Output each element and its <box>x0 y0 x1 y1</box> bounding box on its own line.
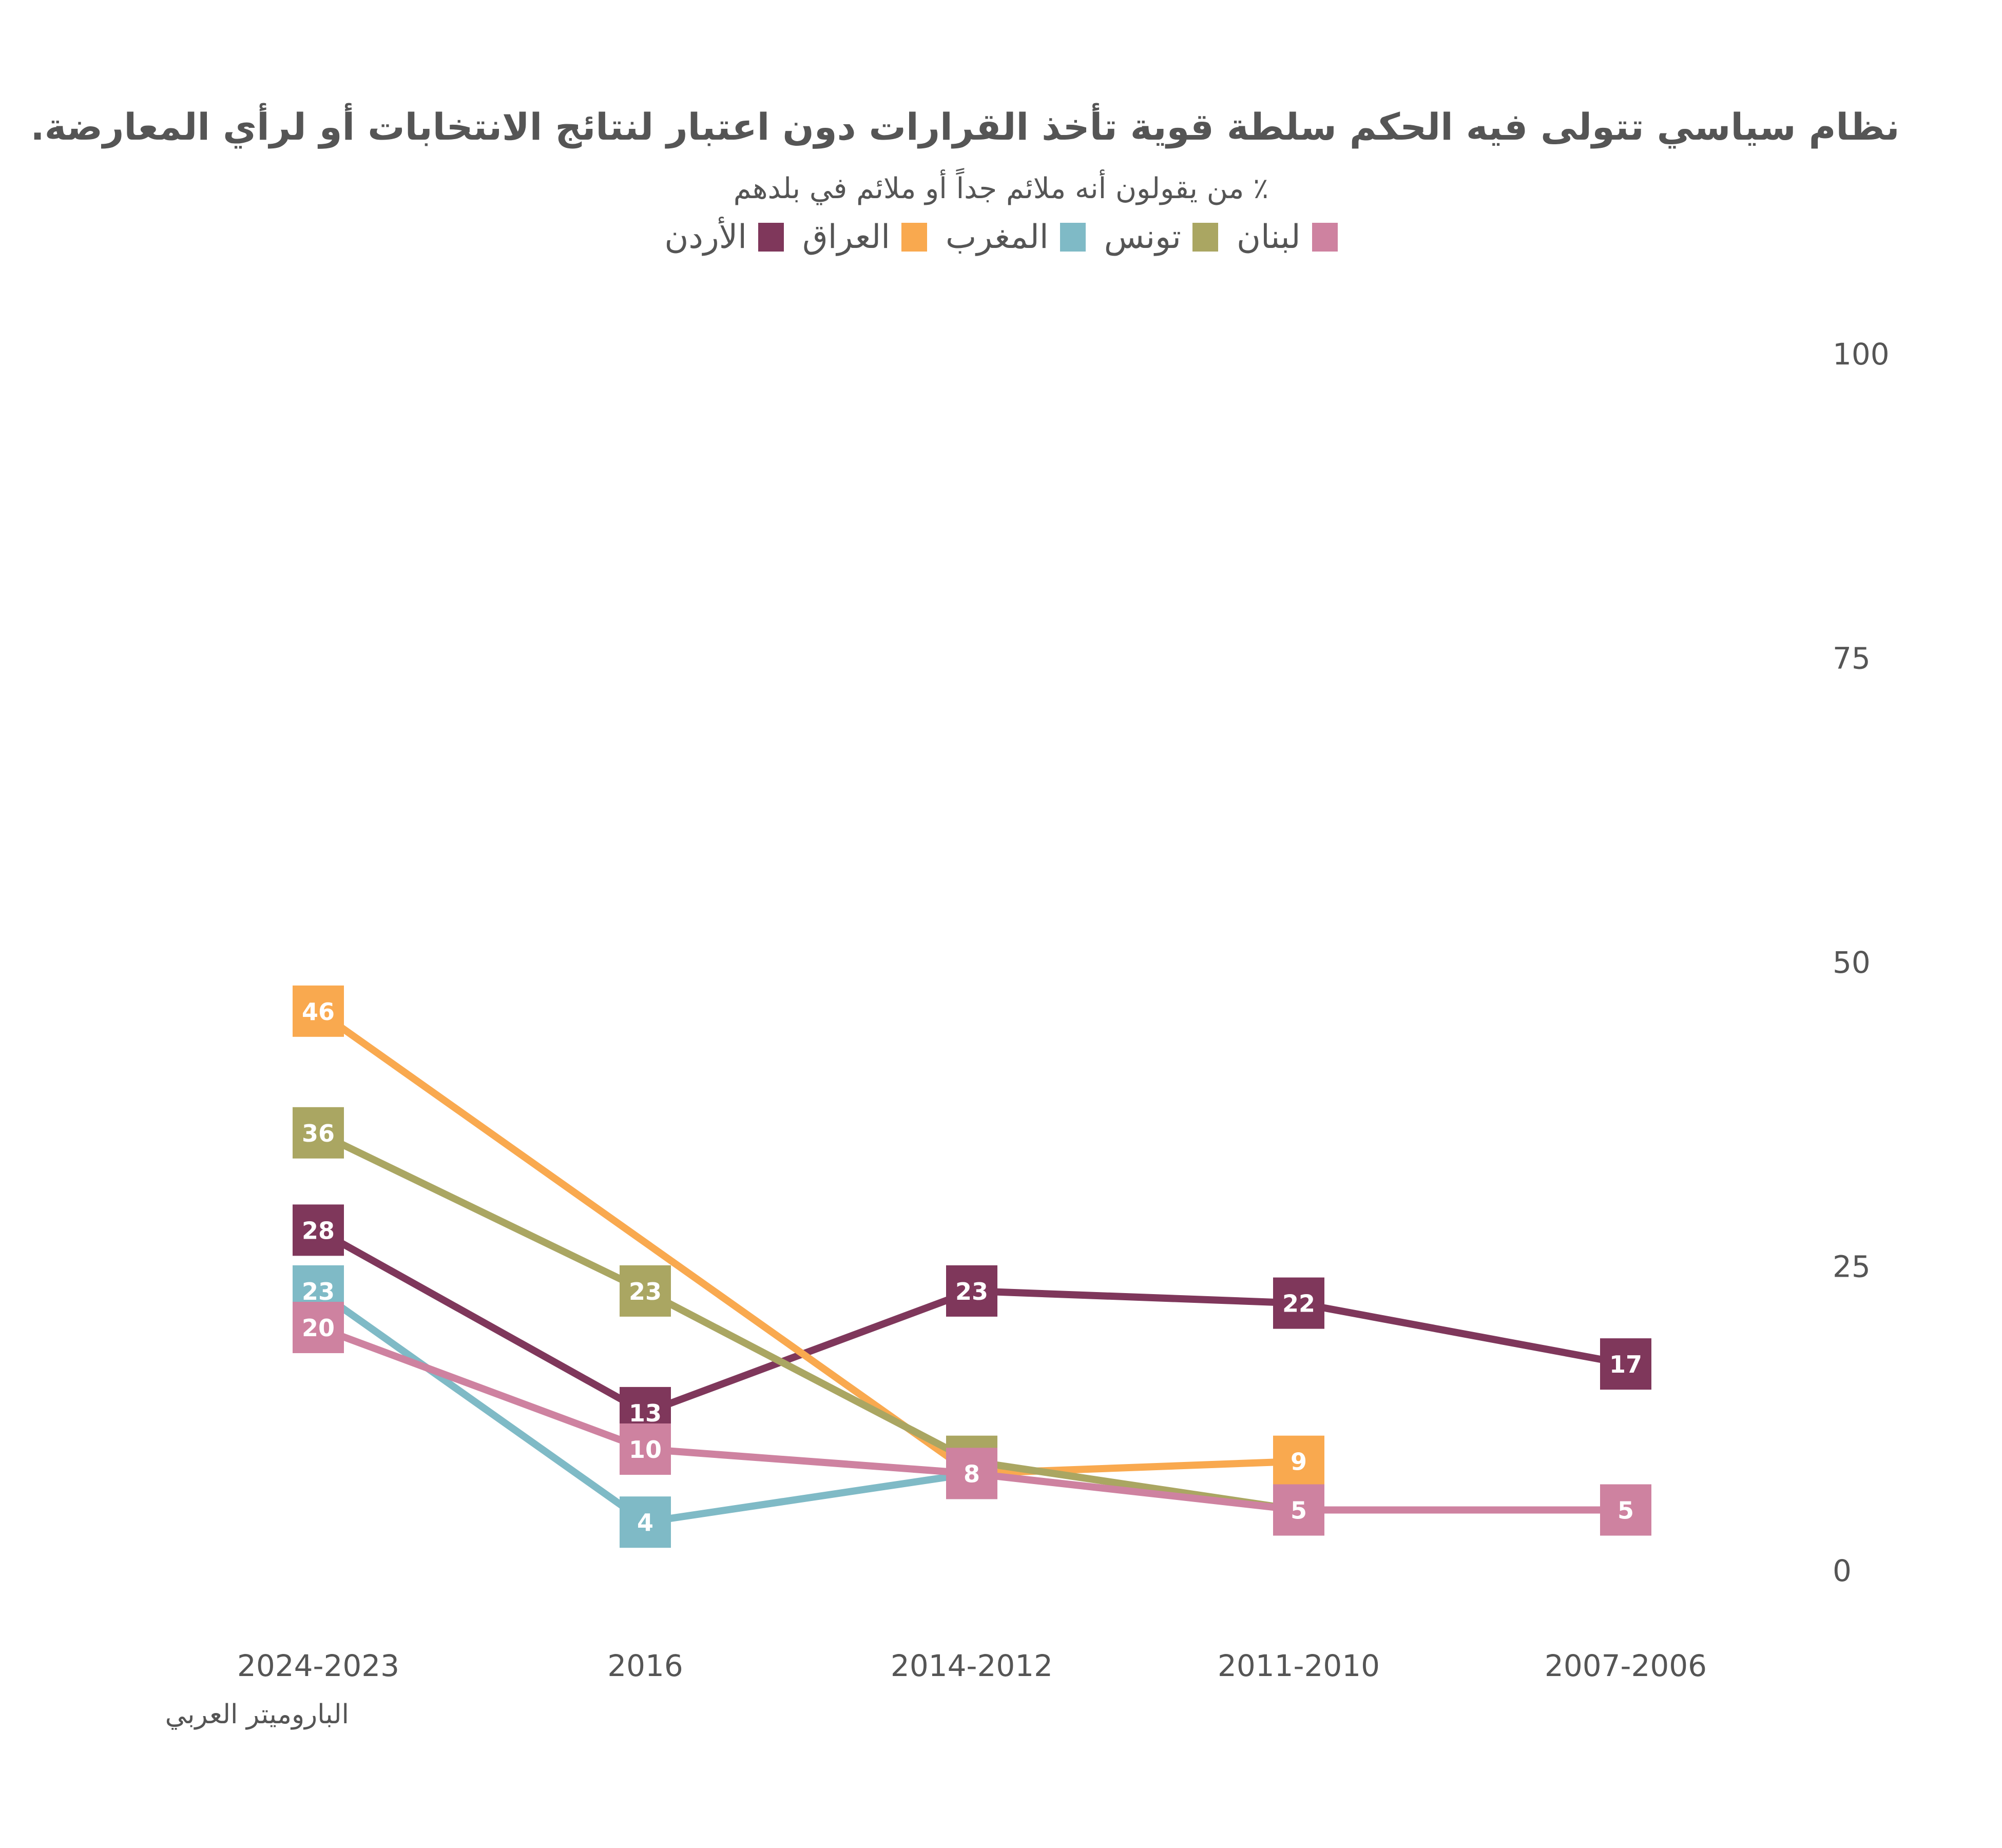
data-label: 20 <box>302 1314 335 1342</box>
x-tick-label: 2011-2010 <box>1218 1648 1380 1683</box>
data-marker <box>293 1107 344 1159</box>
data-marker <box>293 1302 344 1353</box>
y-tick-label: 0 <box>1833 1553 1852 1588</box>
data-point: 28 <box>293 1204 344 1256</box>
y-tick-label: 75 <box>1833 641 1871 676</box>
source-label: الباروميتر العربي <box>165 1699 349 1730</box>
data-point: 23 <box>946 1265 997 1317</box>
data-point: 8 <box>946 1448 997 1499</box>
data-label: 46 <box>302 998 335 1026</box>
legend-label: العراق <box>802 218 890 256</box>
x-tick-label: 2007-2006 <box>1545 1648 1707 1683</box>
series-line <box>316 1129 1300 1514</box>
data-marker <box>946 1265 997 1317</box>
data-marker <box>1273 1435 1324 1487</box>
legend-swatch <box>758 223 784 252</box>
data-point: 36 <box>293 1107 344 1159</box>
data-label: 22 <box>1282 1290 1315 1318</box>
data-label: 4 <box>637 1509 653 1536</box>
legend-label: لبنان <box>1236 218 1301 256</box>
data-label: 8 <box>964 1460 980 1488</box>
series-line <box>316 1227 1627 1416</box>
data-label: 13 <box>629 1399 662 1427</box>
data-label: 5 <box>1291 1497 1307 1525</box>
data-marker <box>1273 1277 1324 1329</box>
legend-label: المغرب <box>945 218 1049 256</box>
data-label: 36 <box>302 1120 335 1147</box>
x-tick-label: 2024-2023 <box>237 1648 399 1683</box>
data-point: 5 <box>1273 1484 1324 1536</box>
data-label: 9 <box>1291 1448 1307 1476</box>
legend-swatch <box>1192 223 1218 252</box>
legend-item: لبنان <box>1237 218 1338 256</box>
data-label: 10 <box>629 1436 662 1464</box>
x-tick-label: 2014-2012 <box>891 1648 1053 1683</box>
legend-label: الأردن <box>664 218 747 256</box>
legend-swatch <box>1060 223 1086 252</box>
data-marker <box>1600 1484 1651 1536</box>
data-label: 5 <box>1618 1497 1634 1525</box>
x-axis: 2024-2023 2016 2014-2012 2011-2010 2007-2006 <box>237 1648 1707 1683</box>
legend-item: المغرب <box>946 218 1086 256</box>
y-tick-label: 25 <box>1833 1249 1871 1284</box>
y-tick-label: 100 <box>1833 337 1890 372</box>
data-point: 5 <box>1600 1484 1651 1536</box>
data-marker <box>620 1423 671 1475</box>
series-line <box>316 1008 1299 1477</box>
y-axis: 0 25 50 75 100 <box>1833 337 1890 1588</box>
chart-title: نظام سياسي تتولى فيه الحكم سلطة قوية تأخ… <box>30 105 1900 148</box>
data-point: 4 <box>620 1496 671 1548</box>
data-label: 23 <box>629 1278 662 1305</box>
data-point: 22 <box>1273 1277 1324 1329</box>
data-point: 20 <box>293 1302 344 1353</box>
data-label: 17 <box>1609 1351 1642 1378</box>
data-marker <box>293 1204 344 1256</box>
data-label: 23 <box>302 1278 335 1305</box>
series-markers: 2813232217468923483623952010855 <box>293 985 1651 1548</box>
data-point: 46 <box>293 985 344 1037</box>
data-label: 28 <box>302 1217 335 1244</box>
data-marker <box>1273 1484 1324 1536</box>
data-point: 17 <box>1600 1338 1651 1390</box>
data-point: 9 <box>1273 1435 1324 1487</box>
legend: لبنان تونس المغرب العراق الأردن <box>0 218 2002 256</box>
legend-label: تونس <box>1104 218 1181 256</box>
data-marker <box>946 1448 997 1499</box>
legend-swatch <box>1312 223 1338 252</box>
data-marker <box>293 985 344 1037</box>
legend-swatch <box>901 223 927 252</box>
data-marker <box>620 1496 671 1548</box>
chart-subtitle: ٪ من يقولون أنه ملائم جداً أو ملائم في ب… <box>733 172 1269 205</box>
legend-item: تونس <box>1104 218 1218 256</box>
legend-item: العراق <box>802 218 927 256</box>
data-point: 10 <box>620 1423 671 1475</box>
legend-item: الأردن <box>664 218 784 256</box>
data-point: 23 <box>620 1265 671 1317</box>
data-label: 23 <box>955 1278 988 1305</box>
data-marker <box>620 1265 671 1317</box>
y-tick-label: 50 <box>1833 945 1871 980</box>
data-marker <box>1600 1338 1651 1390</box>
x-tick-label: 2016 <box>607 1648 683 1683</box>
